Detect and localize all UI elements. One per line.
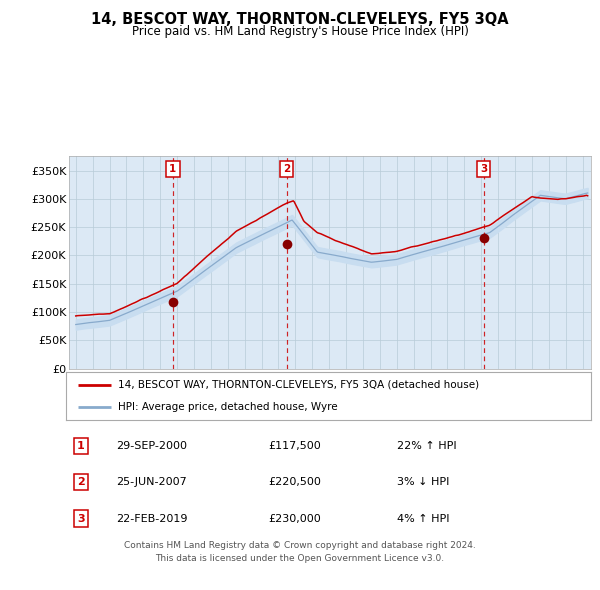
Text: £220,500: £220,500: [268, 477, 321, 487]
Text: Contains HM Land Registry data © Crown copyright and database right 2024.
This d: Contains HM Land Registry data © Crown c…: [124, 541, 476, 563]
Text: 3: 3: [77, 513, 85, 523]
Text: 2: 2: [77, 477, 85, 487]
Text: 3% ↓ HPI: 3% ↓ HPI: [397, 477, 449, 487]
Text: 1: 1: [77, 441, 85, 451]
Text: £117,500: £117,500: [268, 441, 321, 451]
Text: 3: 3: [480, 164, 487, 174]
Text: 22-FEB-2019: 22-FEB-2019: [116, 513, 187, 523]
Text: HPI: Average price, detached house, Wyre: HPI: Average price, detached house, Wyre: [119, 402, 338, 412]
Text: 22% ↑ HPI: 22% ↑ HPI: [397, 441, 457, 451]
Text: 1: 1: [169, 164, 176, 174]
Text: 29-SEP-2000: 29-SEP-2000: [116, 441, 187, 451]
Text: 14, BESCOT WAY, THORNTON-CLEVELEYS, FY5 3QA (detached house): 14, BESCOT WAY, THORNTON-CLEVELEYS, FY5 …: [119, 380, 479, 390]
Text: 4% ↑ HPI: 4% ↑ HPI: [397, 513, 449, 523]
Text: 25-JUN-2007: 25-JUN-2007: [116, 477, 187, 487]
Text: 14, BESCOT WAY, THORNTON-CLEVELEYS, FY5 3QA: 14, BESCOT WAY, THORNTON-CLEVELEYS, FY5 …: [91, 12, 509, 27]
Text: £230,000: £230,000: [268, 513, 321, 523]
Text: 2: 2: [283, 164, 290, 174]
Text: Price paid vs. HM Land Registry's House Price Index (HPI): Price paid vs. HM Land Registry's House …: [131, 25, 469, 38]
